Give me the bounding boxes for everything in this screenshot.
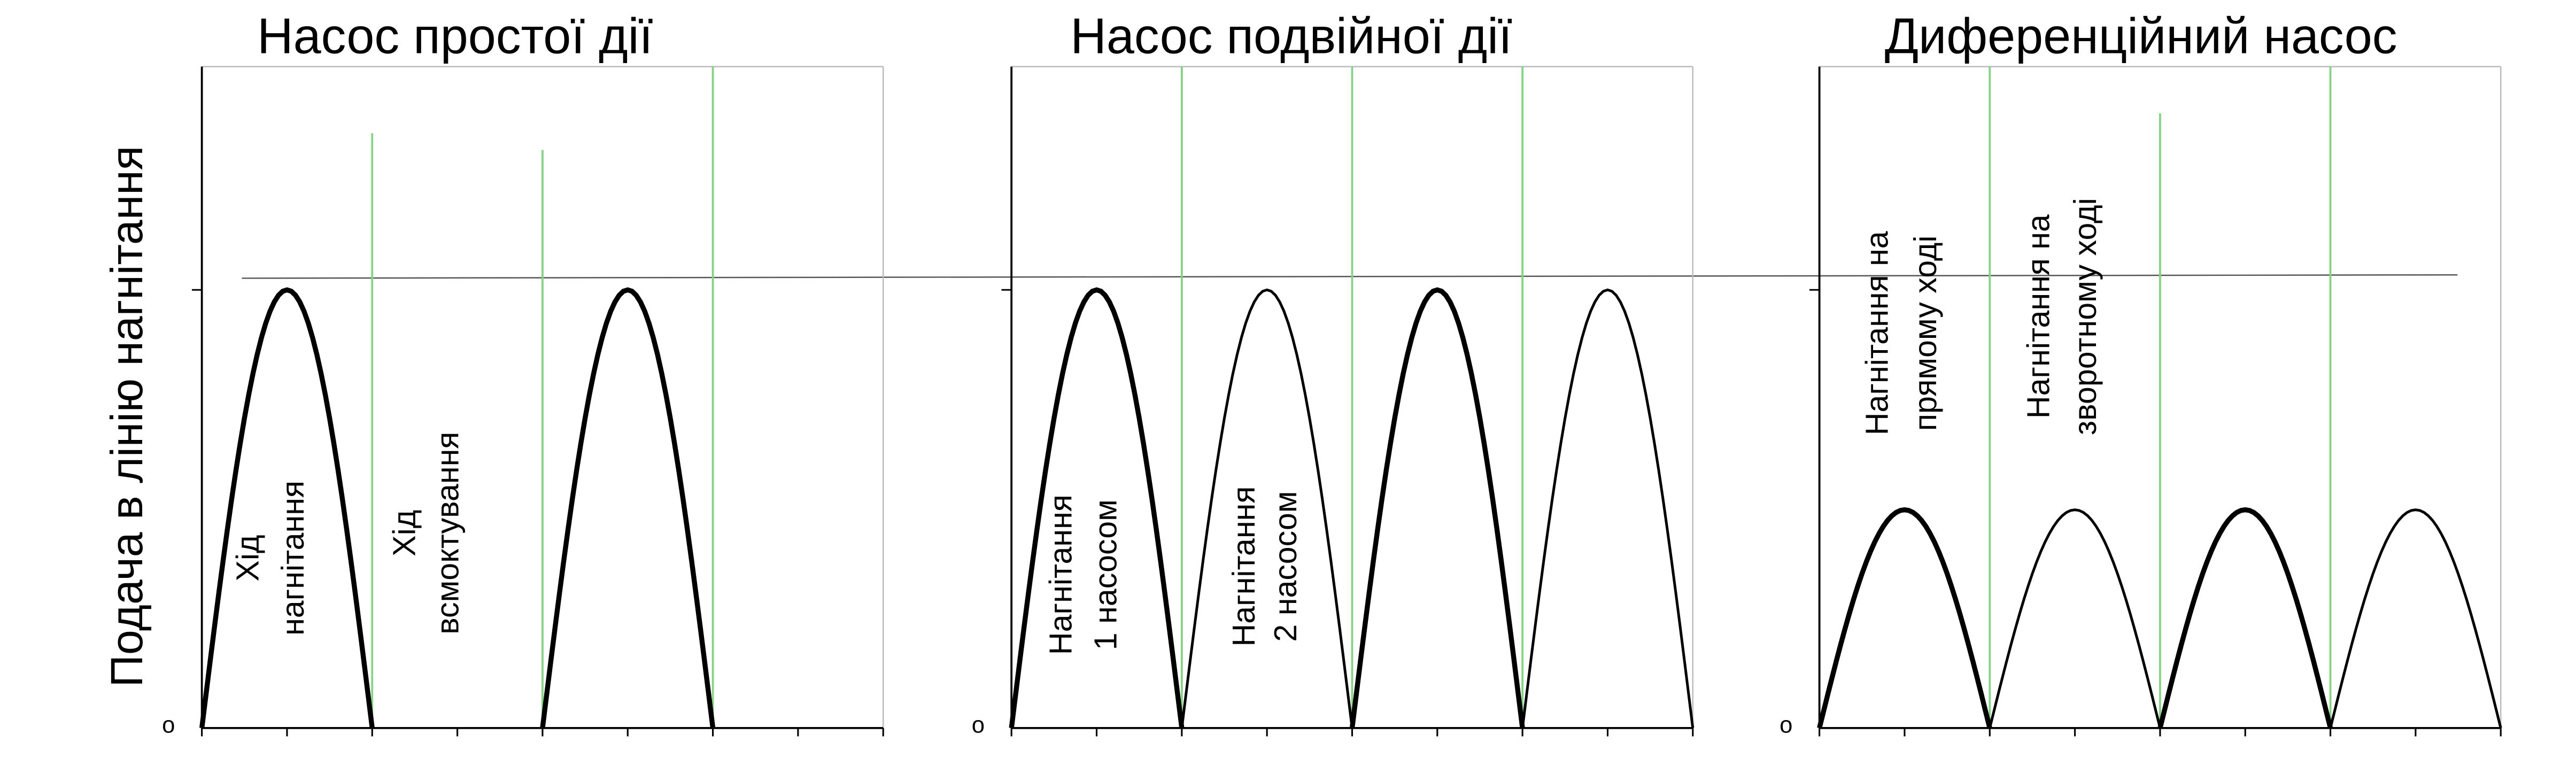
panel-title: Диференційний насос [1885, 7, 2397, 64]
y-axis-label: Подача в лінію нагнітання [102, 146, 152, 687]
phase-label: нагнітання [275, 481, 311, 636]
zero-label: o [1780, 712, 1792, 738]
phase-label: Хід [386, 510, 422, 556]
reference-line [242, 274, 2458, 279]
panel-title: Насос простої дії [257, 7, 653, 64]
panel-title: Насос подвійної дії [1070, 7, 1512, 64]
delivery-curve [1521, 288, 1695, 729]
phase-label: Нагнітання [1226, 486, 1262, 647]
delivery-curve [540, 287, 716, 729]
delivery-curve [1988, 508, 2162, 729]
phase-label: Нагнітання на [1859, 231, 1894, 435]
phase-label: Нагнітання на [2021, 214, 2056, 419]
delivery-curve [199, 287, 375, 729]
phase-label: 2 насосом [1267, 491, 1303, 642]
phase-label: 1 насосом [1088, 499, 1124, 650]
zero-label: o [972, 712, 985, 738]
phase-label: Нагнітання [1042, 494, 1078, 655]
delivery-curve [1009, 287, 1185, 729]
delivery-curve [2157, 507, 2333, 729]
delivery-curve [2329, 508, 2502, 729]
delivery-curve [1349, 287, 1525, 729]
phase-label: всмоктування [430, 432, 466, 635]
delivery-curve [1817, 507, 1992, 729]
phase-label: зворотному ході [2067, 198, 2103, 435]
zero-label: o [162, 712, 175, 738]
phase-label: прямому ході [1907, 235, 1943, 431]
delivery-curve [1180, 288, 1353, 729]
phase-label: Хід [230, 535, 266, 581]
